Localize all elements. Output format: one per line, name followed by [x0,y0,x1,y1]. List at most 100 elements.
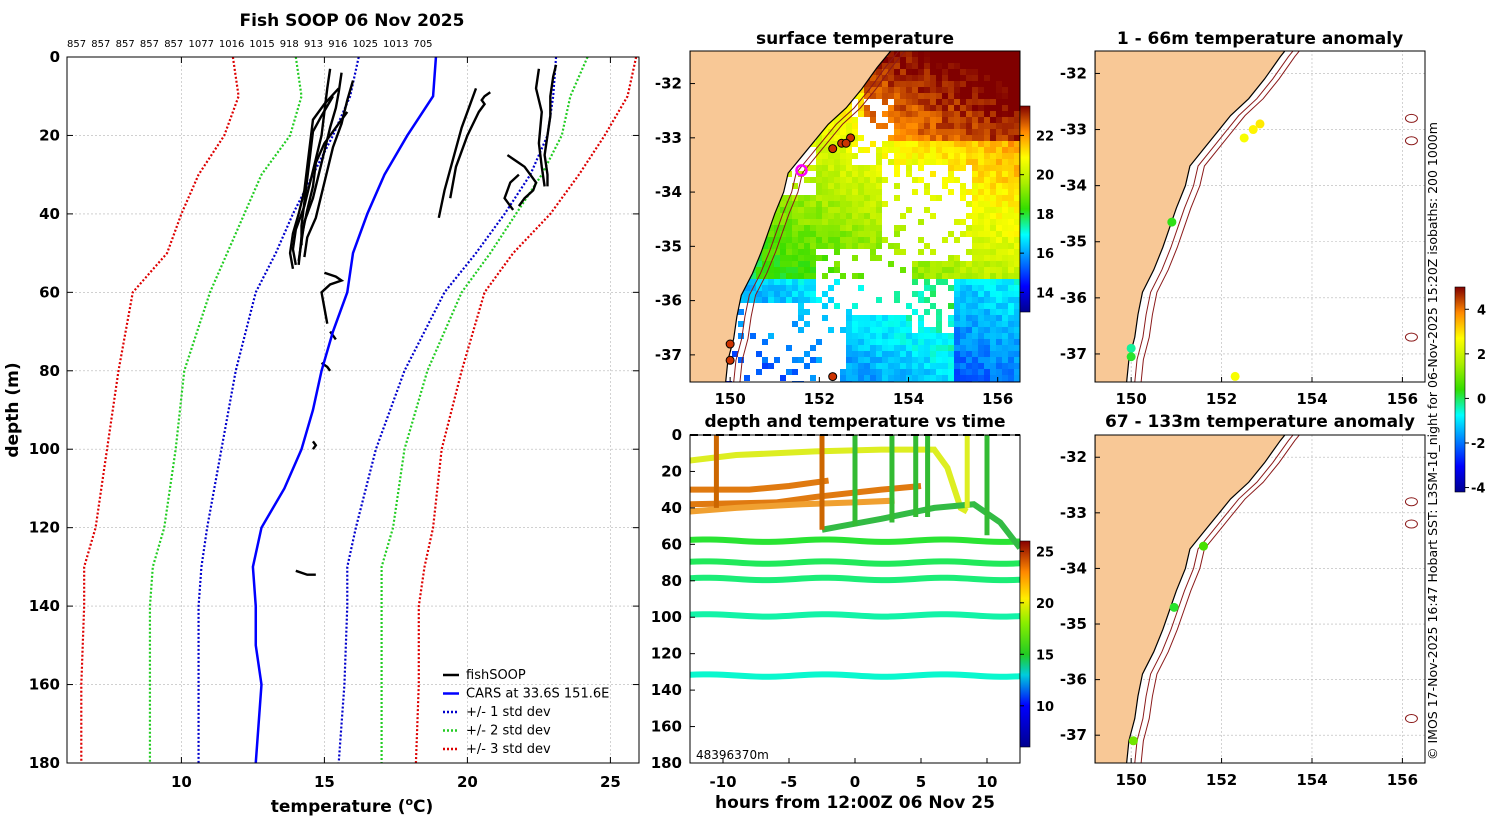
cars-line [251,56,438,764]
station-marker [725,355,735,365]
sst-title: surface temperature [756,29,954,49]
tick-label: -36 [1060,289,1087,307]
anomaly-point [1198,541,1208,551]
station-marker [725,339,735,349]
anomaly-point [1126,352,1136,362]
tick-label: 0 [1477,392,1486,407]
legend-label: +/- 2 std dev [466,724,551,739]
tick-label: 150 [714,390,745,408]
tick-label: -5 [781,773,798,791]
tick-label: 20 [1036,597,1054,612]
tick-label: 154 [893,390,924,408]
tick-label: -35 [1060,233,1087,251]
tick-label: -34 [655,183,682,201]
anomaly-point [1239,133,1249,143]
anomaly-colorbar [1454,286,1466,493]
anom1-title: 1 - 66m temperature anomaly [1117,29,1403,49]
fish-profile-line [303,80,355,258]
tick-label: 25 [1036,545,1054,560]
side-caption: © IMOS 17-Nov-2025 16:47 Hobart SST: L3S… [1425,122,1440,760]
tick-label: 40 [661,499,682,517]
seamount-contour [1404,113,1418,123]
tick-label: 20 [1036,169,1054,184]
profile-cast-labels: 857 857 857 857 857 1077 1016 1015 918 913 916 1025… [67,39,432,50]
fish-profile-line [503,173,520,211]
std2-low-line [148,56,303,763]
anom1-isobath-1000 [1140,51,1300,382]
cast-label: 1077 [189,39,214,50]
tick-label: 10 [1036,700,1054,715]
tick-label: 10 [171,773,192,791]
anom2-title: 67 - 133m temperature anomaly [1105,412,1415,432]
profile-ticks: 10 15 20 25 0 20 40 60 80 100 120 140 160 180 [29,48,639,791]
tick-label: 60 [661,535,682,553]
cast-label: 918 [280,39,299,50]
tick-label: 20 [661,462,682,480]
fish-profile-line [291,68,332,266]
cast-label: 857 [164,39,183,50]
fish-profile-line [506,154,538,207]
std3-high-line [414,56,638,764]
tick-label: 120 [651,645,682,663]
depth-track [690,574,1020,584]
depth-track [690,558,1020,567]
fish-profile-line [288,87,340,270]
sst-colorbar [1019,105,1031,313]
seamount-contour [1404,714,1418,724]
tick-label: 0 [850,773,860,791]
tick-label: 152 [1206,390,1237,408]
tick-label: -37 [655,346,682,364]
std3-low-line [80,56,240,763]
cast-label: 1013 [383,39,408,50]
fish-profile-line [320,271,345,324]
station-marker [841,138,851,148]
anom1-points [1126,119,1265,381]
tick-label: 0 [672,426,682,444]
tick-label: -10 [709,773,736,791]
tick-label: 16 [1036,247,1054,262]
fish-profile-line [295,569,316,576]
anomaly-colorbar-ticks: 4 2 0 -2 -4 [1465,303,1486,497]
tick-label: 180 [651,754,682,772]
depth-track [690,671,1020,680]
tick-label: 140 [651,681,682,699]
std2-high-line [380,56,589,763]
legend-label: CARS at 33.6S 151.6E [466,687,609,702]
station-marker [828,144,838,154]
tick-label: 20 [457,773,478,791]
fish-profile-line [437,87,478,219]
anom1-land [1095,51,1286,382]
fish-profile-line [534,68,546,187]
anomaly-point [1128,736,1138,746]
tick-label: -32 [1060,448,1087,466]
sst-ticks: 150 152 154 156 -32 -33 -34 -35 -36 -37 [655,75,1013,408]
std1-low-line [197,56,360,763]
tick-label: -34 [1060,559,1087,577]
sst-colorbar-ticks: 14 16 18 20 22 [1020,129,1054,301]
profile-title: Fish SOOP 06 Nov 2025 [240,11,465,31]
profile-fish-lines [288,64,558,576]
station-marker [828,372,838,382]
fish-profile-line [297,111,349,266]
tick-label: 156 [1387,390,1418,408]
tick-label: 22 [1036,129,1054,144]
fish-profile-line [543,64,558,187]
tick-label: 80 [661,572,682,590]
tick-label: 10 [977,773,998,791]
depth-track [690,536,1020,545]
time-chart: depth and temperature vs time -10 -5 0 5 100… [651,412,1054,813]
anomaly-point [1169,602,1179,612]
cast-label: 1015 [249,39,274,50]
anomaly-map-shallow: 1 - 66m temperature anomaly 150 152 154 156… [1060,29,1426,408]
anom1-isobath-200 [1134,51,1294,382]
sst-isobath-1000 [739,51,906,382]
seamount-contour [1404,519,1418,529]
tick-label: 180 [29,754,60,772]
cast-label: 916 [328,39,347,50]
tick-label: -33 [1060,504,1087,522]
anom2-points [1128,541,1208,746]
tick-label: 156 [982,390,1013,408]
tick-label: 140 [29,597,60,615]
time-tracks [690,435,1020,680]
anom1-ticks: 150 152 154 156 -32 -33 -34 -35 -36 -37 [1060,64,1418,408]
